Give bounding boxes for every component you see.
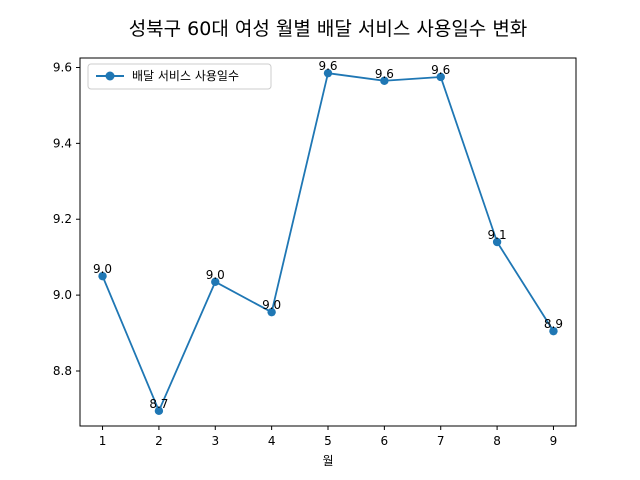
y-tick-label: 9.2 (53, 212, 72, 226)
data-label: 9.6 (375, 67, 394, 81)
legend-marker-icon (105, 71, 115, 81)
x-tick-label: 9 (550, 434, 558, 448)
data-point (211, 277, 220, 287)
x-tick-label: 8 (493, 434, 501, 448)
data-label: 9.0 (93, 262, 112, 276)
y-axis: 8.8 9.0 9.2 9.4 9.6 (53, 60, 80, 378)
x-tick-label: 3 (211, 434, 219, 448)
data-labels: 9.0 8.7 9.0 9.0 9.6 9.6 9.6 9.1 8.9 (93, 59, 563, 411)
data-label: 9.0 (206, 268, 225, 282)
data-label: 9.6 (431, 63, 450, 77)
x-axis: 1 2 3 4 5 6 7 8 9 (99, 426, 558, 448)
x-tick-label: 4 (268, 434, 276, 448)
legend-box (87, 63, 272, 90)
legend-label: 배달 서비스 사용일수 (132, 69, 239, 83)
data-point (154, 406, 164, 416)
y-tick-label: 9.4 (53, 136, 72, 150)
x-tick-label: 1 (99, 434, 107, 448)
y-tick-label: 8.8 (53, 364, 72, 378)
data-label: 9.1 (488, 228, 507, 242)
data-point (323, 68, 333, 78)
data-label: 9.0 (262, 298, 281, 312)
data-point (380, 76, 389, 85)
data-point (492, 237, 502, 247)
data-point (436, 72, 445, 82)
y-tick-label: 9.6 (53, 60, 72, 74)
data-point (267, 307, 276, 317)
data-label: 8.7 (149, 397, 168, 411)
x-axis-label: 월 (322, 454, 333, 468)
x-tick-label: 6 (381, 434, 389, 448)
x-tick-label: 5 (324, 434, 332, 448)
x-tick-label: 2 (155, 434, 163, 448)
chart-title: 성북구 60대 여성 월별 배달 서비스 사용일수 변화 (129, 18, 528, 40)
data-point (98, 271, 107, 281)
data-label: 8.9 (544, 317, 563, 331)
data-label: 9.6 (318, 59, 337, 73)
series-layer (98, 68, 558, 416)
y-tick-label: 9.0 (53, 288, 72, 302)
x-tick-label: 7 (437, 434, 445, 448)
data-point (549, 326, 558, 336)
legend: 배달 서비스 사용일수 (87, 63, 272, 90)
